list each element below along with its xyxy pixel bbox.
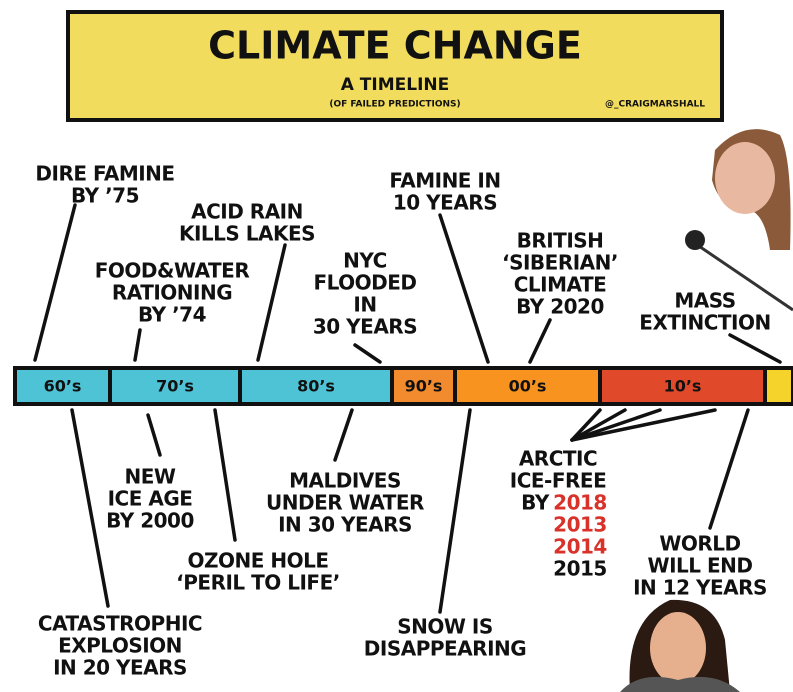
annotation-text: DIRE FAMINE <box>35 162 174 186</box>
annotation-text: WORLD <box>659 532 740 556</box>
annotation-text: CLIMATE <box>514 273 607 297</box>
arctic-year: 2015 <box>553 557 607 581</box>
annotation-text: ‘SIBERIAN’ <box>502 251 618 275</box>
arctic-year: 2018 <box>553 491 607 515</box>
era-label: 00’s <box>509 377 547 396</box>
annotation-text: 30 YEARS <box>313 315 417 339</box>
annotation-text: ICE AGE <box>108 487 193 511</box>
annotation-text: ICE-FREE <box>510 469 606 493</box>
era-label: 70’s <box>156 377 194 396</box>
credit: @_CRAIGMARSHALL <box>605 100 705 110</box>
annotation-text: MASS <box>674 289 735 313</box>
annotation-text: BY ’74 <box>138 303 206 327</box>
annotation-text: BY <box>521 491 550 515</box>
annotation-text: DISAPPEARING <box>364 637 526 661</box>
subtitle: A TIMELINE <box>341 75 450 95</box>
annotation-text: IN <box>353 293 376 317</box>
annotation-text: MALDIVES <box>289 469 401 493</box>
annotation-text: FAMINE IN <box>389 169 500 193</box>
note: (OF FAILED PREDICTIONS) <box>329 100 460 110</box>
annotation-text: EXPLOSION <box>58 634 182 658</box>
annotation-text: FOOD&WATER <box>95 259 250 283</box>
annotation-text: EXTINCTION <box>639 311 770 335</box>
annotation-text: NYC <box>343 249 387 273</box>
era-label: 60’s <box>44 377 82 396</box>
era-label: 10’s <box>664 377 702 396</box>
annotation-text: CATASTROPHIC <box>38 612 202 636</box>
annotation-text: RATIONING <box>112 281 232 305</box>
annotation-text: OZONE HOLE <box>187 549 328 573</box>
timeline: 60’s 70’s 80’s 90’s 00’s 10’s <box>15 368 793 404</box>
arctic-year: 2013 <box>553 513 607 537</box>
annotation-text: UNDER WATER <box>266 491 424 515</box>
annotation-text: ‘PERIL TO LIFE’ <box>176 571 340 595</box>
annotation-text: KILLS LAKES <box>179 222 315 246</box>
annotation-text: SNOW IS <box>397 615 493 639</box>
annotation-text: IN 20 YEARS <box>53 656 187 680</box>
annotation-text: BRITISH <box>517 229 604 253</box>
annotation-text: 10 YEARS <box>393 191 497 215</box>
annotation-text: NEW <box>125 465 176 489</box>
annotation-text: FLOODED <box>313 271 416 295</box>
era-label: 90’s <box>405 377 443 396</box>
title: CLIMATE CHANGE <box>208 24 582 68</box>
annotation-text: BY 2020 <box>516 295 604 319</box>
annotation-text: BY 2000 <box>106 509 194 533</box>
annotation-text: IN 12 YEARS <box>633 576 767 600</box>
annotation-text: BY ’75 <box>71 184 139 208</box>
annotation-text: ARCTIC <box>519 447 597 471</box>
arctic-year: 2014 <box>553 535 607 559</box>
era-label: 80’s <box>297 377 335 396</box>
annotation-text: ACID RAIN <box>191 200 303 224</box>
annotation-text: IN 30 YEARS <box>278 513 412 537</box>
annotation-text: WILL END <box>648 554 753 578</box>
timeline-segment <box>765 368 793 404</box>
cartoon: CLIMATE CHANGE A TIMELINE (OF FAILED PRE… <box>0 0 793 692</box>
person-photo <box>685 125 793 315</box>
